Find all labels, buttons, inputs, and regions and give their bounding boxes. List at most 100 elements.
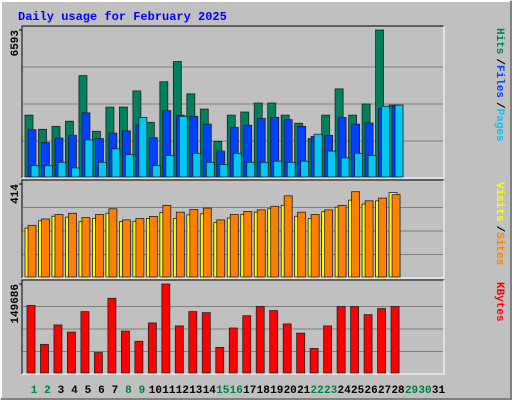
bar: [68, 212, 77, 278]
bar: [232, 152, 242, 178]
x-tick-label: 8: [125, 385, 132, 397]
bar: [327, 150, 337, 178]
bar: [121, 219, 131, 278]
bar: [216, 219, 226, 278]
bar: [282, 323, 292, 374]
x-tick-label: 5: [85, 385, 92, 397]
legend: Hits/Files/Pages: [493, 28, 505, 142]
bar: [94, 352, 103, 374]
x-tick-label: 18: [257, 385, 271, 397]
bar: [175, 211, 185, 278]
bar: [71, 167, 80, 178]
bar: [108, 208, 118, 278]
bar: [313, 133, 323, 178]
bar: [84, 139, 94, 178]
x-tick-label: 3: [58, 385, 65, 397]
legend-entry: Pages: [493, 109, 505, 142]
bar: [98, 161, 107, 178]
bar: [151, 165, 161, 178]
bar: [283, 195, 293, 278]
legend: Visits /Sites: [493, 182, 505, 265]
bar: [162, 204, 172, 278]
bar: [138, 116, 148, 178]
x-tick-label: 10: [149, 385, 162, 397]
bar: [124, 154, 134, 178]
chart-title: Daily usage for February 2025: [18, 10, 227, 24]
legend-entry: KBytes: [493, 282, 505, 322]
bar: [219, 164, 229, 178]
x-tick-label: 9: [139, 385, 146, 397]
bar: [229, 214, 239, 278]
bar: [297, 211, 307, 278]
bar: [286, 161, 296, 178]
bar: [201, 312, 211, 374]
bar: [192, 152, 202, 178]
bar: [107, 297, 117, 374]
bar: [40, 343, 49, 374]
plot-frame: [21, 179, 444, 278]
bar: [205, 161, 215, 178]
legend-entry: Visits: [493, 182, 505, 222]
x-tick-label: 28: [391, 385, 405, 397]
x-tick-label: 21: [297, 385, 311, 397]
bar: [273, 160, 283, 178]
legend-entry: Hits: [493, 28, 505, 54]
x-tick-label: 27: [378, 385, 391, 397]
x-tick-label: 23: [324, 385, 338, 397]
bar: [134, 340, 144, 374]
x-tick-label: 6: [98, 385, 105, 397]
x-tick-label: 20: [284, 385, 297, 397]
bar: [270, 205, 280, 278]
x-tick-label: 13: [189, 385, 203, 397]
bar: [269, 310, 279, 374]
bar: [148, 216, 158, 278]
bar: [259, 161, 269, 178]
bar: [111, 148, 121, 178]
bar: [336, 306, 346, 374]
x-tick-label: 4: [71, 385, 78, 397]
bar: [243, 211, 253, 278]
bar: [377, 308, 386, 374]
x-tick-label: 29: [405, 385, 418, 397]
plot-frame: [21, 25, 444, 178]
bar: [350, 306, 360, 374]
legend-entry: Sites: [493, 232, 505, 265]
bar: [378, 197, 387, 278]
bar: [80, 311, 90, 374]
bar: [324, 209, 334, 278]
bar: [390, 306, 400, 374]
bar: [165, 155, 175, 178]
x-tick-label: 25: [351, 385, 365, 397]
plot-frame: [22, 280, 445, 375]
x-tick-label: 30: [418, 385, 431, 397]
x-tick-label: 16: [230, 385, 243, 397]
plot-frame: [22, 180, 445, 279]
x-tick-label: 7: [112, 385, 119, 397]
bar: [67, 331, 76, 374]
x-tick-label: 19: [270, 385, 283, 397]
legend: KBytes: [493, 282, 505, 322]
bar: [81, 217, 91, 278]
bar: [367, 155, 377, 178]
plot-frame: [21, 279, 444, 374]
bar: [26, 305, 36, 374]
x-tick-label: 24: [338, 385, 352, 397]
y-tick-label: 6593: [10, 30, 22, 57]
bar: [188, 311, 198, 374]
bar: [215, 347, 225, 374]
bar: [189, 209, 199, 278]
bar: [246, 161, 256, 178]
legend-entry: Files: [493, 65, 505, 98]
x-tick-label: 2: [44, 385, 51, 397]
bar: [44, 165, 53, 178]
plot-frame: [22, 26, 445, 179]
x-tick-label: 11: [162, 385, 176, 397]
bar: [147, 322, 157, 374]
bar: [30, 165, 40, 178]
bar: [27, 224, 37, 278]
y-tick-label: 414: [10, 184, 22, 204]
bar: [242, 315, 252, 374]
bar: [95, 214, 104, 278]
